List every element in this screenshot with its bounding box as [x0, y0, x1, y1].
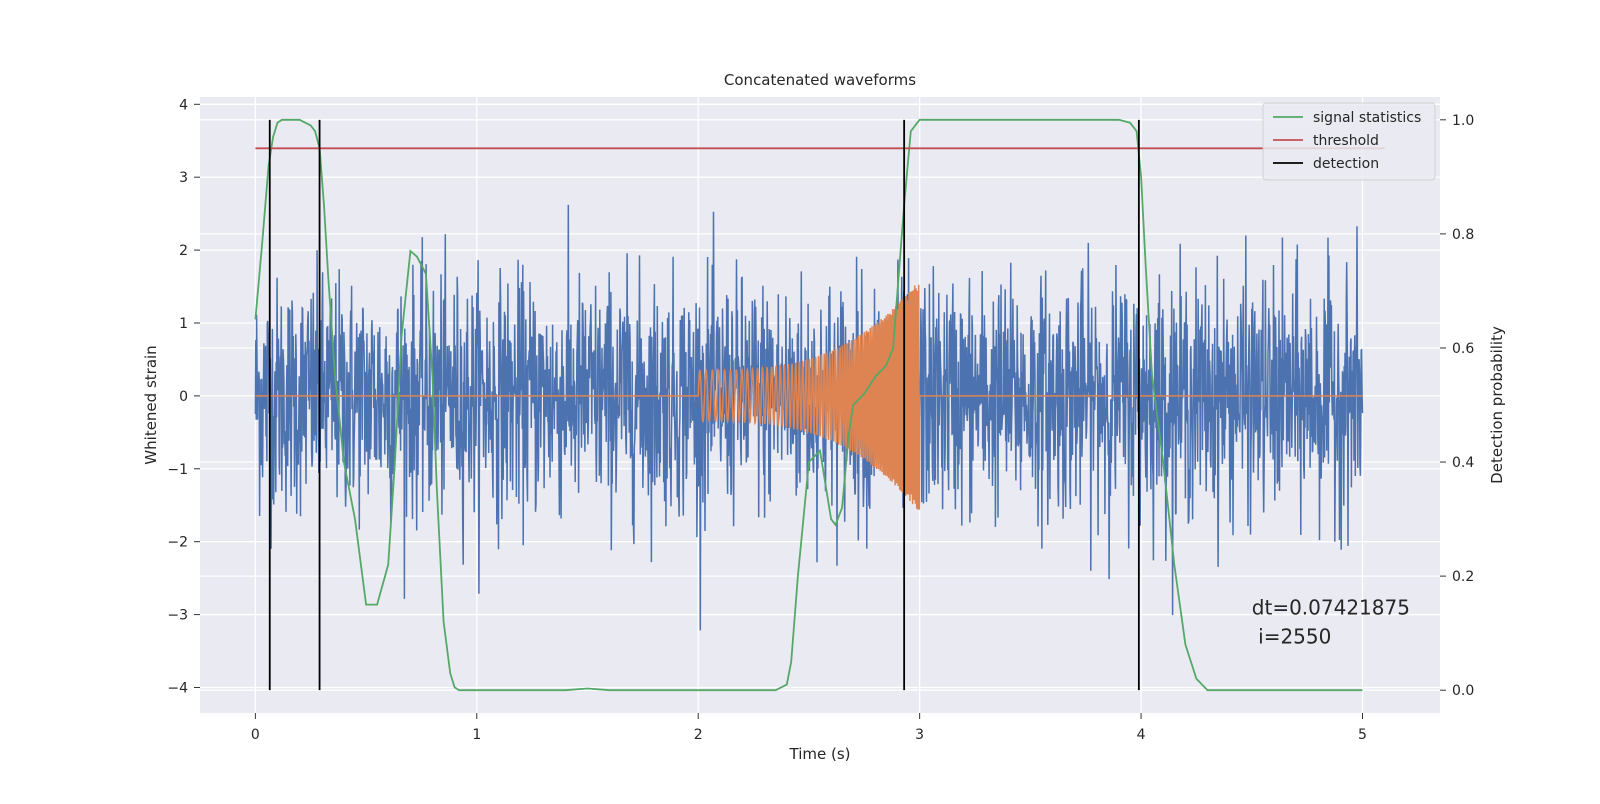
series-layer	[254, 118, 1385, 692]
y2-tick-label: 1.0	[1452, 113, 1474, 129]
annotation-text: dt=0.07421875	[1252, 596, 1410, 620]
annotation-layer: dt=0.07421875 i=2550	[1252, 596, 1410, 649]
y-tick-label: 0	[179, 389, 188, 405]
chart-title: Concatenated waveforms	[724, 71, 916, 89]
x-tick-label: 0	[251, 727, 260, 743]
y-tick-label: −2	[167, 535, 188, 551]
legend-label: threshold	[1313, 133, 1379, 149]
x-tick-label: 2	[694, 727, 703, 743]
signal-statistics-line	[254, 118, 1363, 692]
series-signal-statistics	[254, 118, 1363, 692]
y2-tick-label: 0.0	[1452, 683, 1474, 699]
y-axis-label: Whitened strain	[142, 345, 160, 464]
y-tick-label: 2	[179, 243, 188, 259]
axis-layer: 0 1 2 3 4 5 −4 −3 −2 −1 0 1 2 3 4 0.0 0.2 0.4 0.6 0.8 1.0	[167, 97, 1474, 743]
y2-tick-label: 0.6	[1452, 341, 1474, 357]
x-axis-label: Time (s)	[789, 745, 851, 763]
y-tick-label: 4	[179, 97, 188, 113]
x-tick-label: 3	[915, 727, 924, 743]
legend-label: signal statistics	[1313, 110, 1421, 126]
x-tick-label: 1	[472, 727, 481, 743]
x-tick-label: 4	[1137, 727, 1146, 743]
y2-tick-label: 0.8	[1452, 227, 1474, 243]
y-tick-label: −3	[167, 608, 188, 624]
legend-box	[1262, 102, 1436, 181]
y-tick-label: 3	[179, 170, 188, 186]
series-detection	[268, 119, 1140, 691]
y2-tick-label: 0.4	[1452, 455, 1474, 471]
y2-tick-label: 0.2	[1452, 569, 1474, 585]
annotation-text: i=2550	[1252, 625, 1332, 649]
x-tick-label: 5	[1358, 727, 1367, 743]
y2-axis-label: Detection probability	[1488, 326, 1506, 484]
y-tick-label: −4	[167, 680, 188, 696]
series-1	[255, 284, 1363, 510]
chirp-trace	[255, 284, 1363, 510]
y-tick-label: 1	[179, 316, 188, 332]
legend: signal statistics threshold detection	[1262, 102, 1436, 181]
legend-label: detection	[1313, 156, 1379, 172]
y-tick-label: −1	[167, 462, 188, 478]
